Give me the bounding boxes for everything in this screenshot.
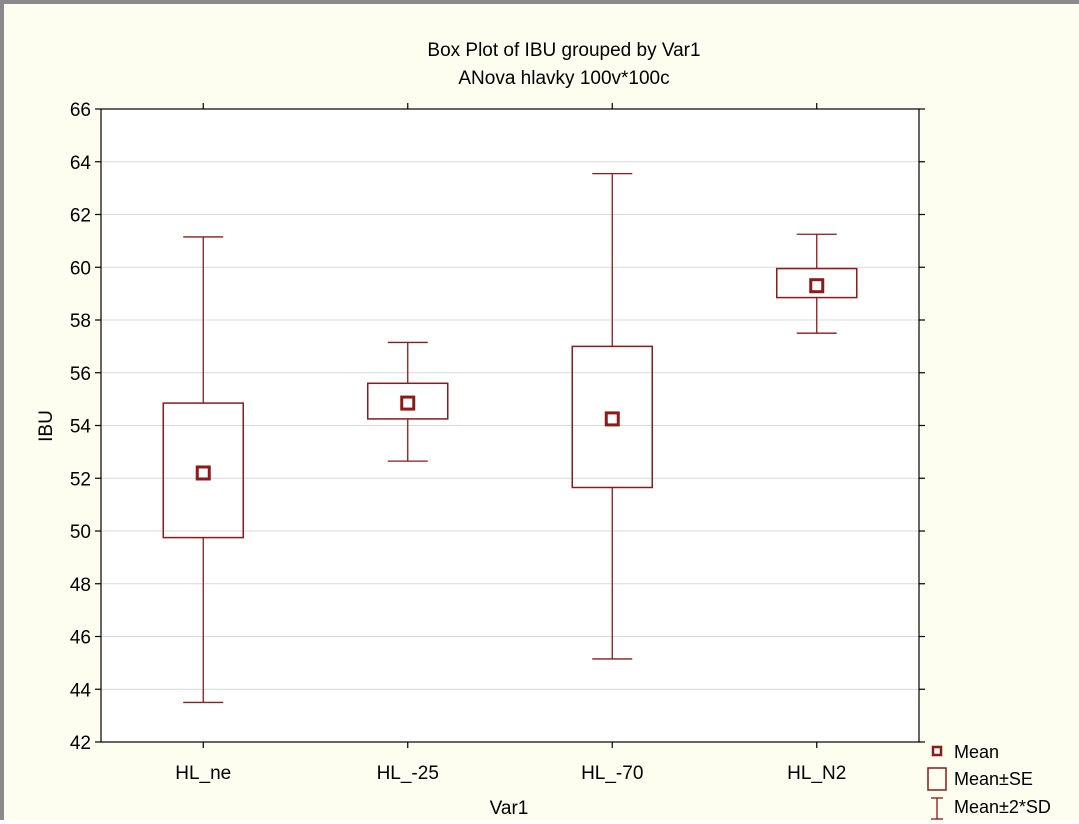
y-tick-label: 62 [70,206,91,227]
y-tick-label: 66 [70,100,91,121]
box-group-HL_N2 [776,233,858,334]
y-tick-label: 56 [70,364,91,385]
x-tick-label-HL_ne: HL_ne [175,763,231,784]
mean-marker [604,411,620,427]
legend-se-box [927,767,947,791]
chart-subtitle: ANova hlavky 100v*100c [458,68,669,89]
box-series [162,172,858,704]
gridlines [101,109,919,742]
y-tick-label: 46 [70,628,91,649]
y-tick-label: 44 [70,680,92,701]
legend-label-mean: Mean [954,742,999,762]
se-box [367,382,449,420]
x-axis: HL_ne HL_-25 HL_-70 HL_N2 [175,103,846,784]
y-tick-label: 64 [70,153,92,174]
box-plot-chart: Box Plot of IBU grouped by Var1 ANova hl… [36,40,1051,820]
chart-title: Box Plot of IBU grouped by Var1 [427,40,700,61]
y-tick-label: 52 [70,469,91,490]
y-axis: 42 44 46 48 50 52 54 56 58 60 62 64 66 [70,100,925,754]
mean-marker [809,278,825,294]
y-tick-label: 48 [70,575,91,596]
y-tick-label: 54 [70,417,92,438]
y-axis-title: IBU [36,410,57,442]
x-tick-label-HL_-25: HL_-25 [377,763,439,784]
legend-label-sd: Mean±2*SD [954,797,1051,817]
box-group-HL_-25 [367,341,449,462]
x-tick-label-HL_N2: HL_N2 [787,763,846,784]
y-tick-label: 50 [70,522,91,543]
box-group-HL_-70 [571,172,653,660]
legend-label-se: Mean±SE [954,769,1033,789]
se-box [776,267,858,299]
se-box [162,402,244,539]
x-axis-title: Var1 [490,798,529,819]
mean-marker [400,395,416,411]
mean-marker [195,465,211,481]
legend-mean-marker [931,745,943,757]
x-tick-label-HL_-70: HL_-70 [581,763,643,784]
y-tick-label: 60 [70,258,91,279]
y-tick-label: 42 [70,733,91,754]
legend: Mean Mean±SE Mean±2*SD [927,742,1051,820]
box-group-HL_ne [162,236,244,704]
y-tick-label: 58 [70,311,91,332]
se-box [571,345,653,489]
